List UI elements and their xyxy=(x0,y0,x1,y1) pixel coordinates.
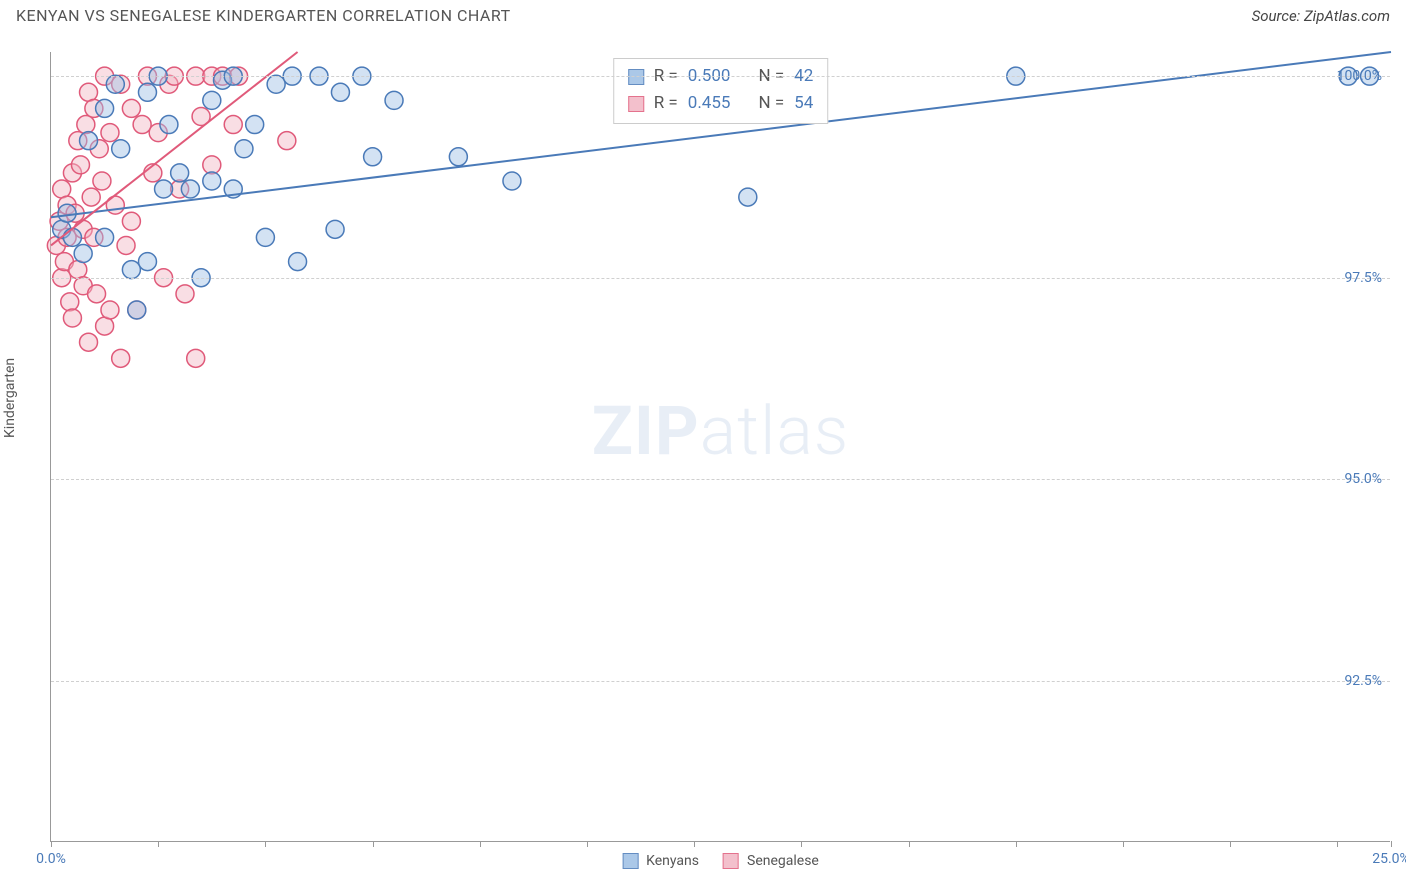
scatter-point xyxy=(122,261,140,279)
x-tick xyxy=(694,841,695,847)
legend-label-kenyans: Kenyans xyxy=(646,853,699,869)
chart-title: KENYAN VS SENEGALESE KINDERGARTEN CORREL… xyxy=(16,6,511,25)
scatter-point xyxy=(53,180,71,198)
gridline-h xyxy=(51,479,1390,480)
x-tick xyxy=(1016,841,1017,847)
scatter-point xyxy=(128,301,146,319)
scatter-point xyxy=(155,180,173,198)
legend-swatch-senegalese xyxy=(723,853,739,869)
x-tick xyxy=(1391,841,1392,847)
y-tick-label: 92.5% xyxy=(1344,673,1382,689)
scatter-point xyxy=(739,188,757,206)
scatter-point xyxy=(101,124,119,142)
stats-legend-box: R = 0.500 N = 42 R = 0.455 N = 54 xyxy=(613,58,829,124)
scatter-point xyxy=(203,172,221,190)
chart-source: Source: ZipAtlas.com xyxy=(1252,7,1390,25)
legend-item-kenyans: Kenyans xyxy=(622,853,699,869)
bottom-legend: Kenyans Senegalese xyxy=(622,853,819,869)
stats-N-label: N = xyxy=(758,90,784,117)
scatter-point xyxy=(122,99,140,117)
legend-label-senegalese: Senegalese xyxy=(747,853,819,869)
scatter-point xyxy=(331,83,349,101)
scatter-point xyxy=(77,116,95,134)
scatter-point xyxy=(112,349,130,367)
scatter-point xyxy=(80,333,98,351)
x-tick-label: 0.0% xyxy=(36,851,66,867)
x-tick xyxy=(801,841,802,847)
scatter-point xyxy=(96,99,114,117)
scatter-point xyxy=(93,172,111,190)
legend-swatch-kenyans xyxy=(622,853,638,869)
x-tick xyxy=(1337,841,1338,847)
x-tick xyxy=(480,841,481,847)
scatter-point xyxy=(224,116,242,134)
scatter-point xyxy=(74,245,92,263)
scatter-point xyxy=(256,228,274,246)
stats-R-senegalese: 0.455 xyxy=(688,90,731,117)
swatch-senegalese xyxy=(628,96,644,112)
scatter-point xyxy=(203,91,221,109)
scatter-point xyxy=(160,116,178,134)
scatter-point xyxy=(61,293,79,311)
scatter-point xyxy=(203,156,221,174)
x-tick xyxy=(373,841,374,847)
scatter-point xyxy=(101,301,119,319)
scatter-point xyxy=(138,83,156,101)
stats-N-senegalese: 54 xyxy=(794,90,813,117)
x-tick xyxy=(265,841,266,847)
scatter-point xyxy=(503,172,521,190)
gridline-h xyxy=(51,278,1390,279)
scatter-point xyxy=(117,236,135,254)
scatter-point xyxy=(112,140,130,158)
scatter-point xyxy=(326,220,344,238)
scatter-point xyxy=(82,188,100,206)
scatter-point xyxy=(171,164,189,182)
gridline-h xyxy=(51,681,1390,682)
scatter-point xyxy=(364,148,382,166)
y-tick-label: 100.0% xyxy=(1337,68,1382,84)
x-tick xyxy=(1230,841,1231,847)
x-tick xyxy=(158,841,159,847)
scatter-svg xyxy=(51,52,1390,841)
scatter-point xyxy=(71,156,89,174)
chart-plot-area: ZIPatlas R = 0.500 N = 42 R = 0.455 N = … xyxy=(50,52,1390,842)
x-tick-label: 25.0% xyxy=(1372,851,1406,867)
scatter-point xyxy=(385,91,403,109)
y-tick-label: 97.5% xyxy=(1344,270,1382,286)
scatter-point xyxy=(80,83,98,101)
stats-row-senegalese: R = 0.455 N = 54 xyxy=(628,90,814,117)
scatter-point xyxy=(133,116,151,134)
scatter-point xyxy=(181,180,199,198)
scatter-point xyxy=(246,116,264,134)
scatter-point xyxy=(63,228,81,246)
x-tick xyxy=(909,841,910,847)
scatter-point xyxy=(106,75,124,93)
scatter-point xyxy=(122,212,140,230)
x-tick xyxy=(1123,841,1124,847)
scatter-point xyxy=(267,75,285,93)
x-tick xyxy=(51,841,52,847)
scatter-point xyxy=(176,285,194,303)
y-axis-label: Kindergarten xyxy=(2,358,18,438)
scatter-point xyxy=(88,285,106,303)
scatter-point xyxy=(235,140,253,158)
scatter-point xyxy=(449,148,467,166)
scatter-point xyxy=(58,204,76,222)
scatter-point xyxy=(96,317,114,335)
scatter-point xyxy=(138,253,156,271)
scatter-point xyxy=(69,261,87,279)
scatter-point xyxy=(278,132,296,150)
scatter-point xyxy=(187,349,205,367)
scatter-point xyxy=(96,228,114,246)
legend-item-senegalese: Senegalese xyxy=(723,853,819,869)
scatter-point xyxy=(63,309,81,327)
y-tick-label: 95.0% xyxy=(1344,471,1382,487)
stats-R-label: R = xyxy=(654,90,678,117)
gridline-h xyxy=(51,76,1390,77)
x-tick xyxy=(587,841,588,847)
scatter-point xyxy=(80,132,98,150)
scatter-point xyxy=(289,253,307,271)
